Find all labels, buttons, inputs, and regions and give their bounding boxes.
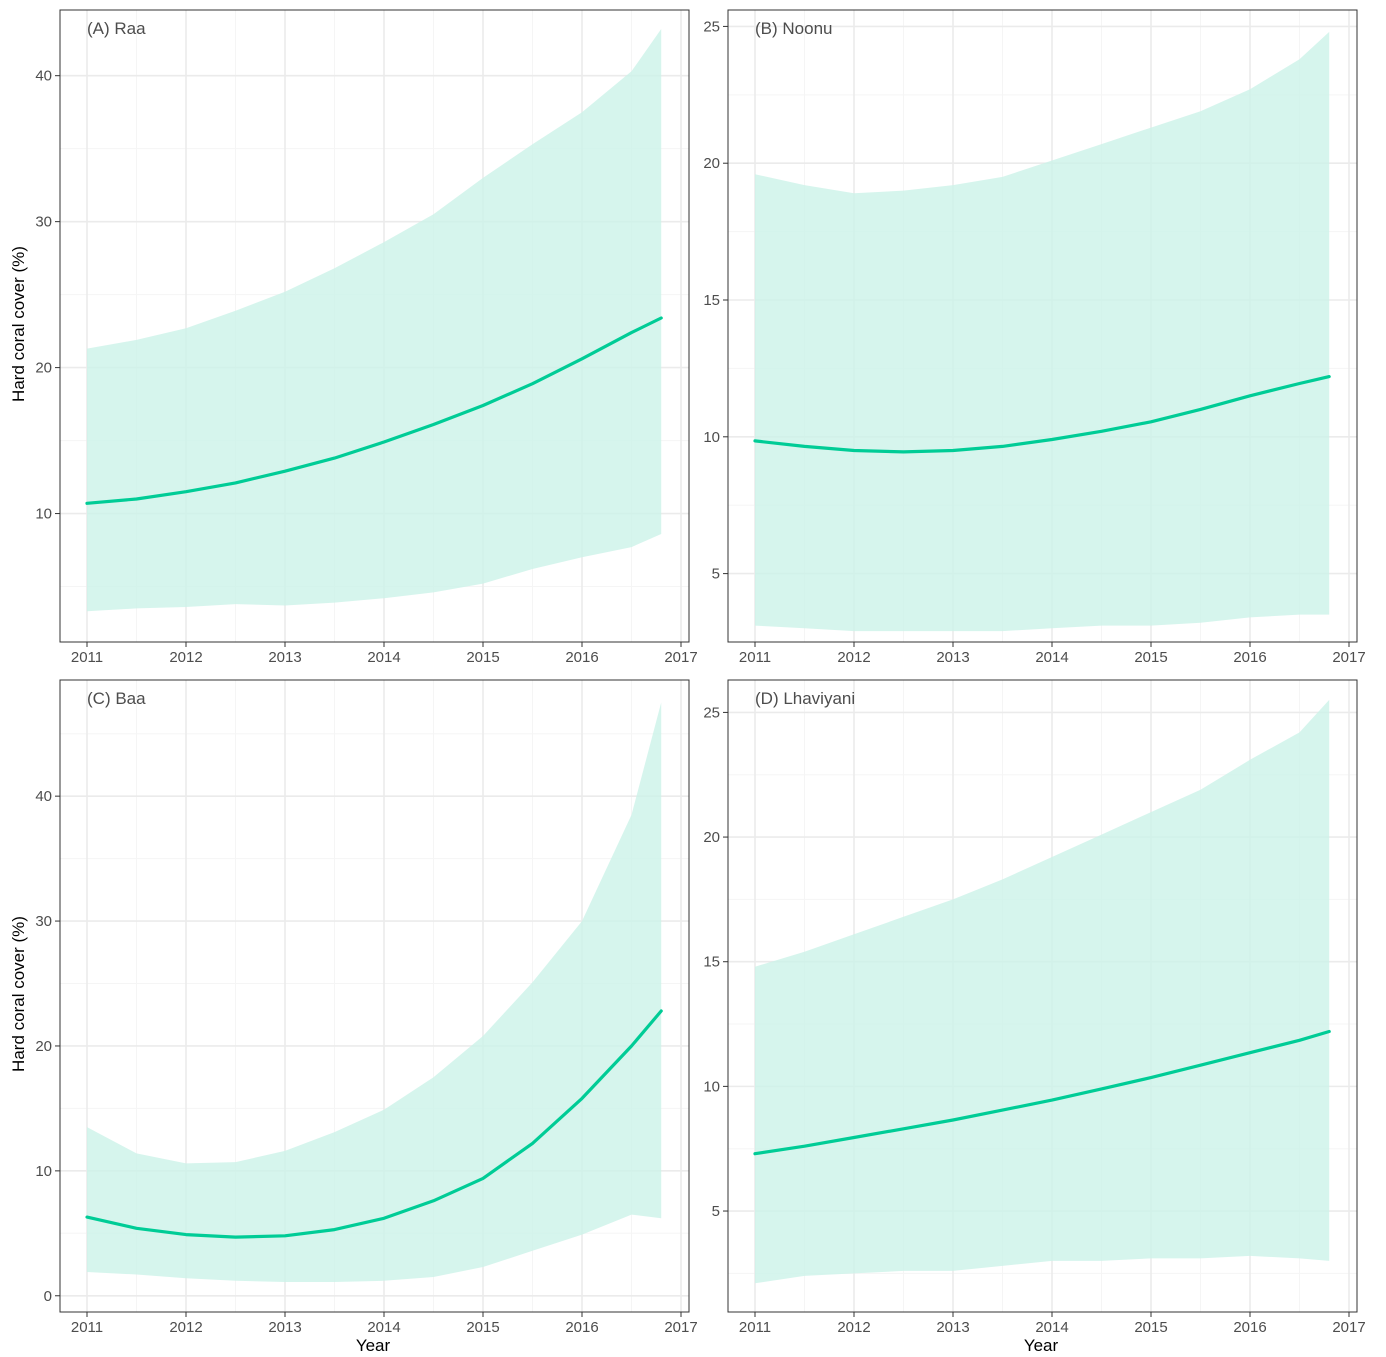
- y-tick-label: 10: [35, 1163, 52, 1180]
- x-tick-label: 2011: [739, 1319, 771, 1336]
- panel-a-title: (A) Raa: [87, 19, 146, 38]
- panel-d-title: (D) Lhaviyani: [755, 689, 855, 708]
- x-tick-label: 2016: [1233, 1319, 1266, 1336]
- panel-b-noonu: 5 10 15 20 25 2011 2012 2013 2014 2015 2016 2017 (B)…: [703, 9, 1366, 666]
- y-tick-label: 20: [35, 1038, 52, 1055]
- panel-a-border: [59, 9, 690, 643]
- y-tick-label: 5: [712, 566, 720, 583]
- panel-c-baa: 0 10 20 30 40 2011 2012 2013 2014 2015 2016 2017 (C)…: [35, 679, 698, 1336]
- trend-line: [85, 316, 663, 505]
- x-tick-label: 2017: [1332, 649, 1365, 666]
- y-tick-label: 10: [703, 429, 720, 446]
- x-tick-label: 2011: [71, 1319, 103, 1336]
- y-tick-label: 20: [703, 829, 720, 846]
- panel-b-title: (B) Noonu: [755, 19, 832, 38]
- confidence-ribbon: [87, 702, 662, 1282]
- x-tick-label: 2011: [739, 649, 771, 666]
- x-tick-label: 2012: [837, 649, 870, 666]
- x-tick-label: 2013: [936, 649, 969, 666]
- y-tick-label: 25: [703, 18, 720, 35]
- y-tick-label: 10: [35, 506, 52, 523]
- y-tick-label: 10: [703, 1078, 720, 1095]
- x-axis-title-right: Year: [1024, 1336, 1059, 1355]
- confidence-ribbon: [755, 31, 1330, 632]
- x-tick-label: 2014: [367, 1319, 400, 1336]
- x-tick-label: 2015: [1134, 1319, 1167, 1336]
- confidence-ribbon: [87, 29, 662, 612]
- x-tick-label: 2013: [936, 1319, 969, 1336]
- trend-line: [753, 375, 1331, 454]
- x-tick-label: 2015: [466, 1319, 499, 1336]
- trend-line: [85, 1009, 663, 1239]
- y-tick-label: 40: [35, 788, 52, 805]
- panel-c-title: (C) Baa: [87, 689, 146, 708]
- x-tick-label: 2014: [1035, 1319, 1068, 1336]
- x-tick-label: 2013: [268, 1319, 301, 1336]
- y-axis-title-bottom: Hard coral cover (%): [9, 916, 28, 1072]
- y-tick-label: 30: [35, 913, 52, 930]
- panel-a-raa: 10 20 30 40 2011 2012 2013 2014 2015 2016 2017 (A) …: [35, 9, 698, 666]
- y-tick-label: 40: [35, 68, 52, 85]
- x-tick-label: 2016: [1233, 649, 1266, 666]
- y-tick-label: 25: [703, 704, 720, 721]
- x-tick-label: 2017: [664, 1319, 697, 1336]
- x-tick-label: 2012: [169, 649, 202, 666]
- x-tick-label: 2011: [71, 649, 103, 666]
- x-axis-title-left: Year: [356, 1336, 391, 1355]
- y-tick-label: 30: [35, 214, 52, 231]
- x-tick-label: 2017: [664, 649, 697, 666]
- y-tick-label: 5: [712, 1203, 720, 1220]
- x-tick-label: 2015: [1134, 649, 1167, 666]
- y-tick-label: 20: [703, 155, 720, 172]
- panel-d-lhaviyani: 5 10 15 20 25 2011 2012 2013 2014 2015 2016 2017 (D)…: [703, 679, 1366, 1336]
- confidence-ribbon: [755, 699, 1330, 1284]
- trend-line: [753, 1029, 1331, 1156]
- y-tick-label: 20: [35, 360, 52, 377]
- x-tick-label: 2016: [565, 1319, 598, 1336]
- x-tick-label: 2014: [367, 649, 400, 666]
- x-tick-label: 2016: [565, 649, 598, 666]
- x-tick-label: 2012: [169, 1319, 202, 1336]
- y-tick-label: 15: [703, 954, 720, 971]
- y-tick-label: 15: [703, 292, 720, 309]
- y-axis-title-top: Hard coral cover (%): [9, 246, 28, 402]
- panel-b-border: [727, 9, 1358, 643]
- x-tick-label: 2012: [837, 1319, 870, 1336]
- panel-c-border: [59, 679, 690, 1313]
- x-tick-label: 2013: [268, 649, 301, 666]
- panel-d-border: [727, 679, 1358, 1313]
- y-tick-label: 0: [44, 1288, 52, 1305]
- x-tick-label: 2017: [1332, 1319, 1365, 1336]
- x-tick-label: 2015: [466, 649, 499, 666]
- x-tick-label: 2014: [1035, 649, 1068, 666]
